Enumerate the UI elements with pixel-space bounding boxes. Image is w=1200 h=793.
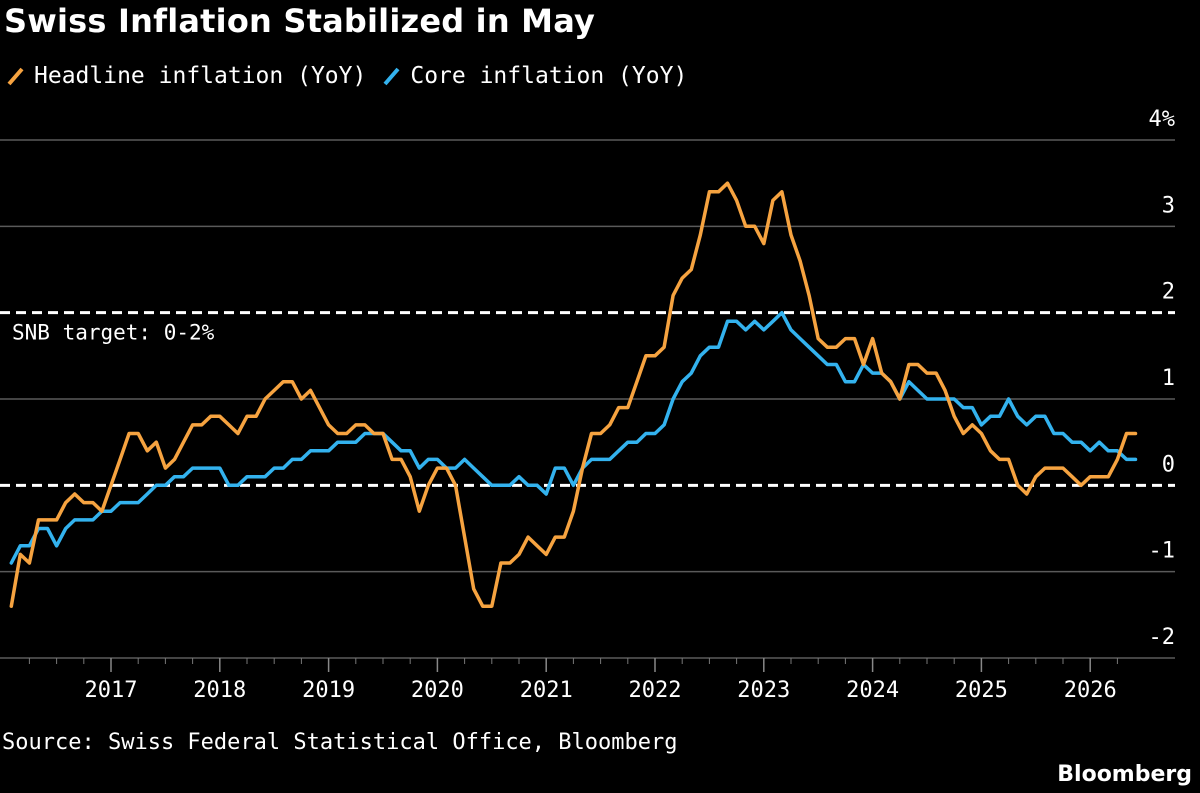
x-tick-label: 2022 — [629, 678, 682, 703]
y-tick-label: 3 — [1162, 193, 1175, 218]
x-tick-label: 2019 — [302, 678, 355, 703]
source-note: Source: Swiss Federal Statistical Office… — [2, 730, 678, 755]
brand-logo: Bloomberg — [1057, 762, 1192, 787]
x-tick-label: 2020 — [411, 678, 464, 703]
x-tick-label: 2024 — [846, 678, 899, 703]
chart-title: Swiss Inflation Stabilized in May — [4, 2, 596, 40]
y-tick-label: -1 — [1149, 539, 1176, 564]
y-tick-label: 0 — [1162, 452, 1175, 477]
x-tick-label: 2021 — [520, 678, 573, 703]
legend-label-headline: Headline inflation (YoY) — [34, 63, 367, 89]
headline-inflation-line — [9, 181, 1138, 608]
y-tick-label: -2 — [1149, 625, 1176, 650]
x-tick-label: 2018 — [193, 678, 246, 703]
y-tick-label: 4% — [1149, 107, 1176, 132]
x-tick-label: 2017 — [85, 678, 138, 703]
reference-line-label: SNB target: 0-2% — [12, 321, 215, 345]
y-tick-label: 1 — [1162, 366, 1175, 391]
core-inflation-line — [9, 310, 1138, 565]
legend: Headline inflation (YoY) Core inflation … — [6, 60, 703, 92]
y-tick-label: 2 — [1162, 280, 1175, 305]
x-tick-label: 2026 — [1064, 678, 1117, 703]
legend-label-core: Core inflation (YoY) — [410, 63, 688, 89]
legend-item-headline: Headline inflation (YoY) — [6, 63, 366, 89]
headline-swatch-icon — [6, 65, 26, 87]
x-tick-label: 2023 — [737, 678, 790, 703]
core-swatch-icon — [382, 65, 402, 87]
x-tick-label: 2025 — [955, 678, 1008, 703]
legend-item-core: Core inflation (YoY) — [382, 63, 687, 89]
